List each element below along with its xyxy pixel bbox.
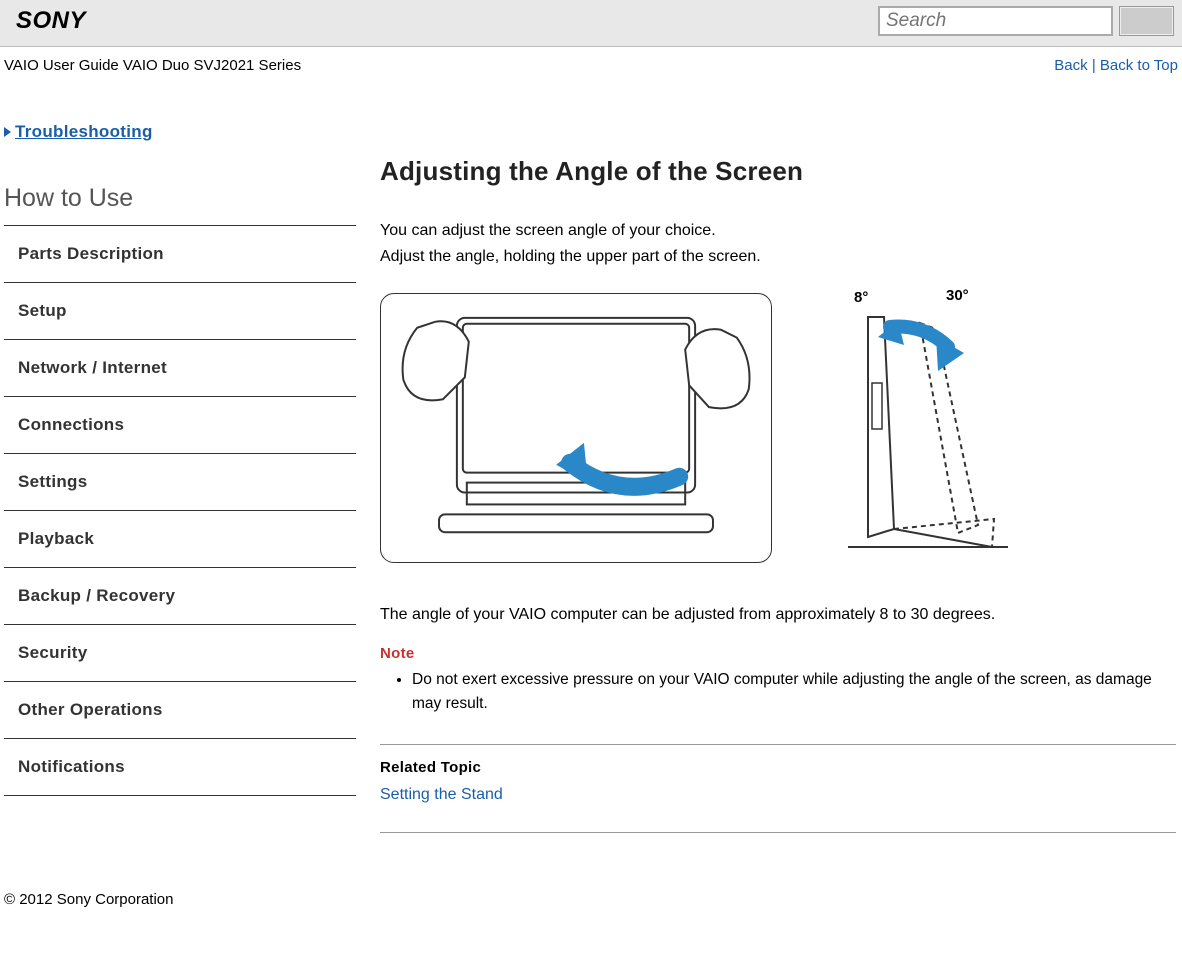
sidebar-item-label: Notifications — [18, 757, 125, 776]
intro-line-1: You can adjust the screen angle of your … — [380, 219, 1176, 243]
back-to-top-link[interactable]: Back to Top — [1100, 57, 1178, 74]
sidebar-item-label: Settings — [18, 472, 87, 491]
sidebar-item-label: Backup / Recovery — [18, 586, 175, 605]
sony-logo: SONY — [16, 7, 86, 35]
screen-front-icon — [381, 294, 771, 562]
angle-min-label: 8° — [854, 289, 868, 306]
search-input[interactable] — [878, 6, 1113, 36]
content: Troubleshooting How to Use Parts Descrip… — [0, 82, 1182, 847]
angle-range-text: The angle of your VAIO computer can be a… — [380, 603, 1176, 627]
sidebar-item-backup[interactable]: Backup / Recovery — [4, 568, 356, 625]
main: Adjusting the Angle of the Screen You ca… — [380, 122, 1182, 847]
meta-row: VAIO User Guide VAIO Duo SVJ2021 Series … — [0, 47, 1182, 82]
sidebar-item-playback[interactable]: Playback — [4, 511, 356, 568]
header-bar: SONY — [0, 0, 1182, 47]
copyright: © 2012 Sony Corporation — [0, 847, 1182, 920]
sidebar: Troubleshooting How to Use Parts Descrip… — [0, 122, 380, 847]
sidebar-item-network[interactable]: Network / Internet — [4, 340, 356, 397]
sidebar-item-label: Parts Description — [18, 244, 164, 263]
sidebar-item-parts[interactable]: Parts Description — [4, 226, 356, 283]
nav-sep: | — [1088, 57, 1100, 74]
sidebar-item-security[interactable]: Security — [4, 625, 356, 682]
divider — [380, 744, 1176, 745]
screen-side-icon — [808, 293, 1038, 573]
back-link[interactable]: Back — [1054, 57, 1087, 74]
intro-line-2: Adjust the angle, holding the upper part… — [380, 245, 1176, 269]
search-button[interactable] — [1119, 6, 1174, 36]
breadcrumb: VAIO User Guide VAIO Duo SVJ2021 Series — [0, 57, 301, 74]
note-heading: Note — [380, 645, 1176, 662]
sidebar-item-label: Connections — [18, 415, 124, 434]
page-title: Adjusting the Angle of the Screen — [380, 156, 1176, 187]
angle-max-label: 30° — [946, 287, 969, 304]
search-wrap — [878, 6, 1174, 36]
nav-links: Back | Back to Top — [1054, 57, 1182, 74]
sidebar-nav: Parts Description Setup Network / Intern… — [4, 226, 356, 796]
divider — [380, 832, 1176, 833]
sidebar-item-notifications[interactable]: Notifications — [4, 739, 356, 796]
sidebar-section-title: How to Use — [4, 184, 356, 226]
troubleshooting-link[interactable]: Troubleshooting — [4, 122, 356, 142]
note-item: Do not exert excessive pressure on your … — [412, 668, 1176, 716]
sidebar-item-other[interactable]: Other Operations — [4, 682, 356, 739]
sidebar-item-label: Setup — [18, 301, 67, 320]
related-heading: Related Topic — [380, 759, 1176, 776]
sidebar-item-label: Playback — [18, 529, 94, 548]
note-list: Do not exert excessive pressure on your … — [380, 668, 1176, 716]
sidebar-item-connections[interactable]: Connections — [4, 397, 356, 454]
related-link[interactable]: Setting the Stand — [380, 786, 503, 803]
troubleshooting-label: Troubleshooting — [15, 122, 153, 142]
sidebar-item-label: Other Operations — [18, 700, 163, 719]
diagram-front — [380, 293, 772, 563]
chevron-right-icon — [4, 127, 11, 137]
sidebar-item-label: Network / Internet — [18, 358, 167, 377]
sidebar-item-label: Security — [18, 643, 88, 662]
diagram-row: 8° 30° — [380, 293, 1176, 577]
sidebar-item-setup[interactable]: Setup — [4, 283, 356, 340]
sidebar-item-settings[interactable]: Settings — [4, 454, 356, 511]
diagram-side: 8° 30° — [808, 293, 1038, 577]
